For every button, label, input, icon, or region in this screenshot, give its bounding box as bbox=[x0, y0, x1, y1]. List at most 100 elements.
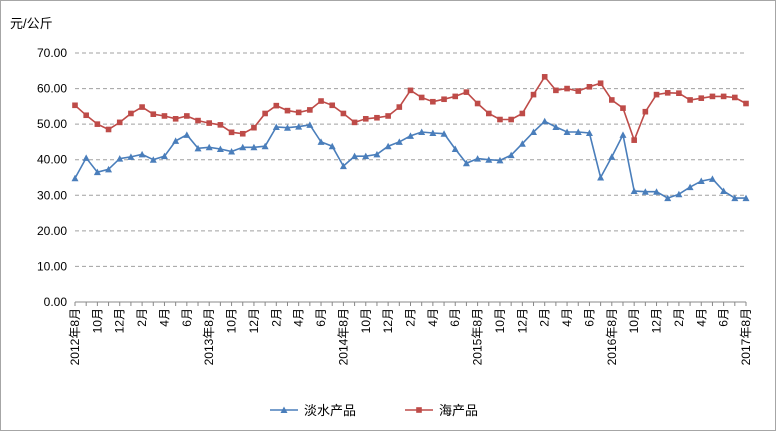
data-point bbox=[407, 87, 414, 94]
data-point bbox=[94, 121, 101, 127]
data-point bbox=[440, 130, 448, 137]
data-point bbox=[418, 128, 426, 135]
data-point bbox=[452, 93, 459, 100]
data-point bbox=[161, 113, 168, 119]
x-tick-label: 2017年8月 bbox=[739, 308, 753, 365]
data-point bbox=[597, 80, 604, 87]
data-point bbox=[441, 96, 447, 103]
data-point bbox=[641, 188, 649, 195]
data-point bbox=[217, 122, 224, 128]
x-tick-label: 2015年8月 bbox=[471, 308, 485, 365]
data-point bbox=[239, 143, 247, 151]
data-point bbox=[563, 128, 571, 135]
data-point bbox=[150, 111, 157, 117]
data-point bbox=[720, 93, 727, 100]
data-point bbox=[328, 142, 336, 150]
data-point bbox=[284, 107, 291, 114]
legend-marker bbox=[280, 406, 288, 413]
data-point bbox=[340, 110, 347, 117]
data-point bbox=[418, 94, 425, 101]
data-point bbox=[462, 159, 470, 167]
data-point bbox=[373, 150, 381, 158]
y-tick-label: 0.00 bbox=[44, 295, 68, 309]
x-tick-label: 6月 bbox=[314, 308, 328, 327]
y-tick-label: 70.00 bbox=[37, 46, 67, 60]
data-point bbox=[429, 129, 437, 137]
data-point bbox=[206, 120, 212, 126]
data-point bbox=[496, 156, 504, 164]
data-point bbox=[329, 102, 336, 109]
data-point bbox=[564, 85, 570, 92]
data-point bbox=[653, 91, 660, 98]
data-point bbox=[295, 123, 303, 130]
data-point bbox=[183, 131, 191, 138]
data-point bbox=[574, 128, 582, 135]
data-point bbox=[195, 117, 201, 124]
data-point bbox=[653, 188, 661, 195]
x-tick-label: 2014年8月 bbox=[336, 308, 350, 365]
data-point bbox=[216, 145, 224, 153]
data-point bbox=[430, 98, 436, 105]
data-point bbox=[83, 112, 89, 119]
data-point bbox=[82, 154, 90, 161]
data-point bbox=[553, 87, 559, 94]
data-point bbox=[105, 165, 113, 173]
data-point bbox=[149, 156, 157, 163]
x-tick-label: 10月 bbox=[359, 308, 373, 333]
data-point bbox=[518, 140, 526, 147]
data-point bbox=[709, 93, 716, 100]
data-point bbox=[687, 97, 693, 103]
data-point bbox=[396, 104, 403, 110]
x-tick-label: 6月 bbox=[717, 308, 731, 327]
data-point bbox=[351, 119, 358, 126]
data-point bbox=[530, 91, 537, 98]
data-point bbox=[708, 175, 716, 182]
data-point bbox=[508, 116, 514, 123]
data-point bbox=[184, 113, 190, 119]
data-point bbox=[139, 104, 145, 110]
y-tick-label: 20.00 bbox=[37, 224, 67, 238]
data-point bbox=[339, 162, 347, 170]
legend-marker bbox=[416, 407, 422, 413]
data-point bbox=[530, 128, 538, 135]
series-2 bbox=[72, 74, 749, 143]
data-point bbox=[497, 116, 503, 123]
data-point bbox=[250, 143, 258, 151]
y-tick-label: 60.00 bbox=[37, 82, 67, 96]
data-point bbox=[664, 194, 672, 202]
x-tick-label: 2012年8月 bbox=[68, 308, 82, 365]
x-tick-label: 10月 bbox=[493, 308, 507, 333]
data-point bbox=[541, 74, 548, 80]
data-point bbox=[608, 153, 616, 160]
x-tick-label: 10月 bbox=[225, 308, 239, 333]
data-point bbox=[463, 89, 470, 95]
data-point bbox=[619, 131, 627, 138]
data-point bbox=[743, 100, 749, 107]
x-tick-label: 10月 bbox=[90, 308, 104, 333]
data-point bbox=[138, 150, 146, 158]
x-tick-label: 6月 bbox=[448, 308, 462, 327]
data-point bbox=[374, 114, 380, 121]
data-point bbox=[731, 194, 739, 202]
data-point bbox=[273, 102, 280, 109]
data-point bbox=[262, 110, 268, 117]
y-tick-label: 10.00 bbox=[37, 259, 67, 273]
data-point bbox=[116, 119, 123, 126]
x-tick-label: 4月 bbox=[560, 308, 574, 327]
data-point bbox=[675, 190, 683, 198]
data-point bbox=[541, 117, 549, 125]
y-tick-label: 40.00 bbox=[37, 153, 67, 167]
data-point bbox=[732, 94, 738, 101]
data-point bbox=[261, 142, 269, 150]
legend-label: 海产品 bbox=[439, 403, 478, 418]
data-point bbox=[720, 187, 728, 195]
data-point bbox=[507, 151, 515, 159]
data-point bbox=[630, 187, 638, 195]
x-tick-label: 4月 bbox=[157, 308, 171, 327]
data-point bbox=[586, 83, 593, 90]
data-point bbox=[474, 155, 482, 162]
x-tick-label: 4月 bbox=[292, 308, 306, 327]
data-point bbox=[351, 152, 359, 160]
data-point bbox=[485, 156, 493, 163]
